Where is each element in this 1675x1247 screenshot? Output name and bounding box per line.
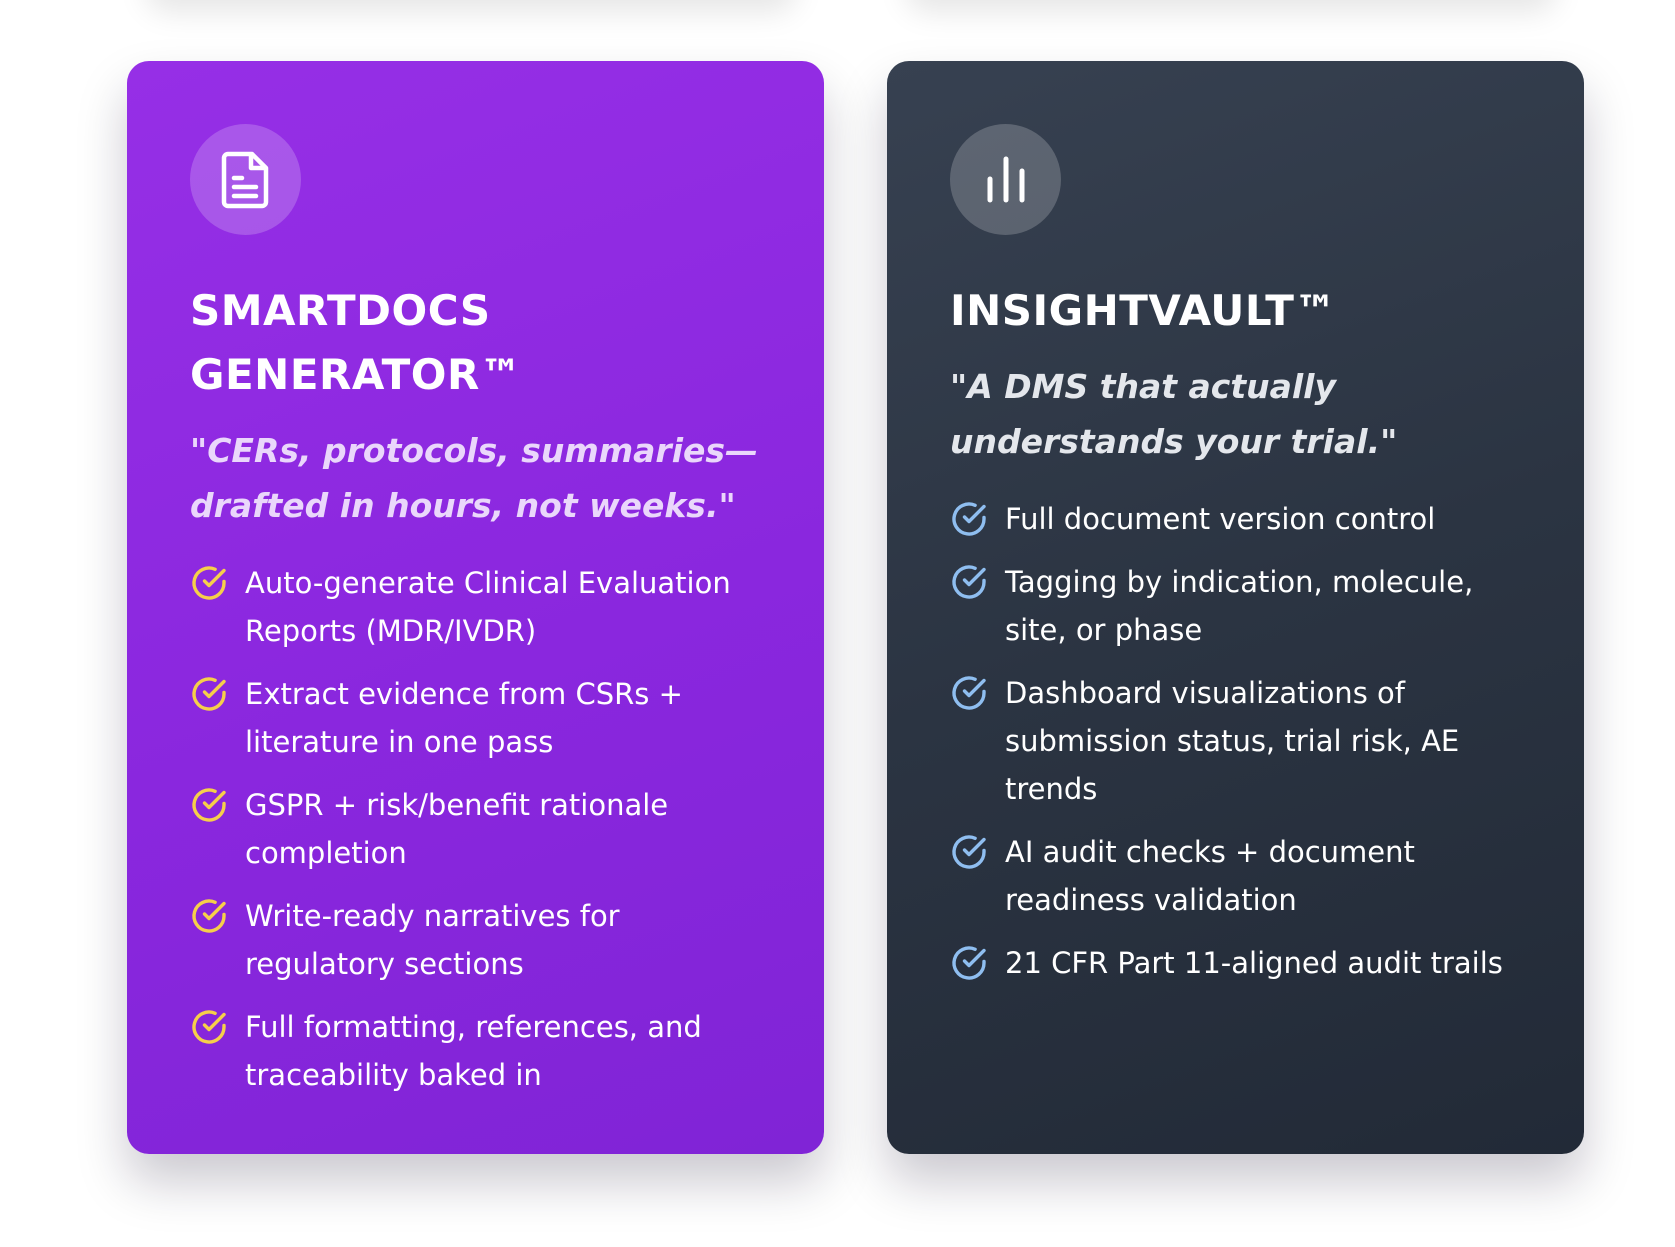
feature-item: Dashboard visualizations of submission s… — [950, 669, 1534, 813]
feature-item: Extract evidence from CSRs + literature … — [190, 670, 774, 766]
check-circle-icon — [192, 566, 226, 600]
feature-item: Full document version control — [950, 495, 1534, 543]
smartdocs-icon-badge — [190, 124, 301, 235]
smartdocs-title-line2: GENERATOR™ — [190, 350, 523, 399]
feature-text: Write-ready narratives for regulatory se… — [245, 899, 620, 981]
feature-item: Write-ready narratives for regulatory se… — [190, 892, 774, 988]
check-circle-icon — [192, 788, 226, 822]
smartdocs-card: SMARTDOCS GENERATOR™ "CERs, protocols, s… — [127, 61, 824, 1154]
feature-item: Auto-generate Clinical Evaluation Report… — [190, 559, 774, 655]
insightvault-icon-badge — [950, 124, 1061, 235]
smartdocs-tagline: "CERs, protocols, summaries—drafted in h… — [190, 431, 759, 525]
feature-item: Tagging by indication, molecule, site, o… — [950, 558, 1534, 654]
insightvault-title: INSIGHTVAULT™ — [950, 279, 1534, 343]
smartdocs-feature-list: Auto-generate Clinical Evaluation Report… — [190, 559, 774, 1099]
smartdocs-title: SMARTDOCS GENERATOR™ — [190, 279, 774, 407]
feature-item: GSPR + risk/benefit rationale completion — [190, 781, 774, 877]
feature-text: Dashboard visualizations of submission s… — [1005, 676, 1460, 806]
insightvault-card: INSIGHTVAULT™ "A DMS that actually under… — [887, 61, 1584, 1154]
document-icon — [221, 151, 268, 208]
feature-text: Full document version control — [1005, 502, 1436, 536]
feature-item: AI audit checks + document readiness val… — [950, 828, 1534, 924]
feature-text: Extract evidence from CSRs + literature … — [245, 677, 683, 759]
insightvault-feature-list: Full document version control Tagging by… — [950, 495, 1534, 987]
smartdocs-title-line1: SMARTDOCS — [190, 286, 491, 335]
feature-item: Full formatting, references, and traceab… — [190, 1003, 774, 1099]
check-circle-icon — [192, 1010, 226, 1044]
insightvault-tagline: "A DMS that actually understands your tr… — [950, 367, 1398, 461]
check-circle-icon — [952, 946, 986, 980]
insightvault-title-line1: INSIGHTVAULT™ — [950, 286, 1337, 335]
bar-chart-icon — [987, 156, 1024, 202]
feature-text: 21 CFR Part 11-aligned audit trails — [1005, 946, 1503, 980]
check-circle-icon — [952, 676, 986, 710]
feature-text: Full formatting, references, and traceab… — [245, 1010, 702, 1092]
check-circle-icon — [952, 835, 986, 869]
check-circle-icon — [192, 899, 226, 933]
feature-text: Tagging by indication, molecule, site, o… — [1005, 565, 1474, 647]
feature-text: GSPR + risk/benefit rationale completion — [245, 788, 669, 870]
check-circle-icon — [192, 677, 226, 711]
feature-item: 21 CFR Part 11-aligned audit trails — [950, 939, 1534, 987]
feature-text: Auto-generate Clinical Evaluation Report… — [245, 566, 731, 648]
check-circle-icon — [952, 502, 986, 536]
check-circle-icon — [952, 565, 986, 599]
feature-text: AI audit checks + document readiness val… — [1005, 835, 1415, 917]
